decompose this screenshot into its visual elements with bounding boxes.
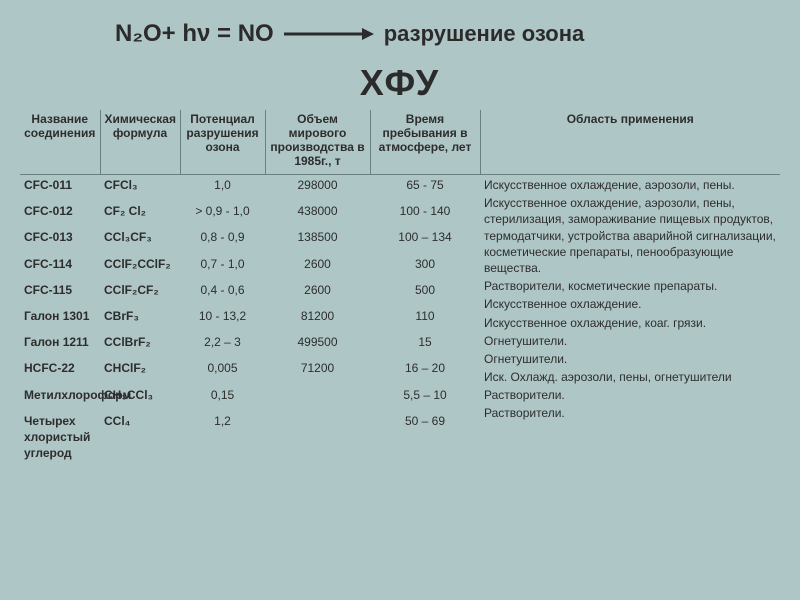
col-formula-header: Химическая формула xyxy=(100,110,180,175)
col-volume-header: Объем мирового производства в 1985г., т xyxy=(265,110,370,175)
lifetime-cell: 110 xyxy=(374,308,476,324)
use-cell: Искусственное охлаждение, аэрозоли, пены… xyxy=(484,177,776,193)
table-body-row: CFC-011 CFC-012 CFC-013 CFC-114 CFC-115 … xyxy=(20,175,780,474)
formula-cell: CClF₂CF₂ xyxy=(104,282,176,298)
col-name-header: Название соединения xyxy=(20,110,100,175)
odp-cell: 2,2 – 3 xyxy=(184,334,261,350)
odp-cell: 1,0 xyxy=(184,177,261,193)
equation-lhs: N₂O+ hν = NO xyxy=(115,20,274,48)
volume-cell: 2600 xyxy=(269,282,366,298)
lifetime-cell: 300 xyxy=(374,256,476,272)
lifetime-cell: 50 – 69 xyxy=(374,413,476,429)
col-lifetime-header: Время пребывания в атмосфере, лет xyxy=(370,110,480,175)
equation-line: N₂O+ hν = NO разрушение озона xyxy=(115,20,584,48)
col-odp-header: Потенциал разрушения озона xyxy=(180,110,265,175)
name-cell: CFC-011 xyxy=(24,177,96,193)
formula-cell: CCl₃CF₃ xyxy=(104,229,176,245)
formula-cell: CH₃CCl₃ xyxy=(104,387,176,403)
name-cell: Метилхлороформ xyxy=(24,387,96,403)
name-cell: CFC-012 xyxy=(24,203,96,219)
formula-cell: CHClF₂ xyxy=(104,360,176,376)
lifetime-cell: 100 – 134 xyxy=(374,229,476,245)
table-header-row: Название соединения Химическая формула П… xyxy=(20,110,780,175)
name-cell: Галон 1301 xyxy=(24,308,96,324)
use-cell: Иск. Охлажд. аэрозоли, пены, огнетушител… xyxy=(484,369,776,385)
arrow-icon xyxy=(284,25,374,43)
volume-cell: 438000 xyxy=(269,203,366,219)
col-use-header: Область применения xyxy=(480,110,780,175)
title: ХФУ xyxy=(0,62,800,104)
lifetime-cell: 100 - 140 xyxy=(374,203,476,219)
lifetime-cell: 5,5 – 10 xyxy=(374,387,476,403)
formula-cell: CBrF₃ xyxy=(104,308,176,324)
use-cell: Растворители. xyxy=(484,387,776,403)
name-cell: HCFC-22 xyxy=(24,360,96,376)
cfc-table: Название соединения Химическая формула П… xyxy=(20,110,780,473)
formula-cell: CF₂ Cl₂ xyxy=(104,203,176,219)
use-cell: Искусственное охлаждение. xyxy=(484,296,776,312)
name-cell: CFC-013 xyxy=(24,229,96,245)
lifetime-cell: 500 xyxy=(374,282,476,298)
use-cell: Растворители. xyxy=(484,405,776,421)
use-cell: Огнетушители. xyxy=(484,333,776,349)
formula-cell: CFCl₃ xyxy=(104,177,176,193)
lifetime-cell: 15 xyxy=(374,334,476,350)
volume-cell: 2600 xyxy=(269,256,366,272)
use-cell: Искусственное охлаждение, коаг. грязи. xyxy=(484,315,776,331)
volume-cell: 138500 xyxy=(269,229,366,245)
odp-cell: 0,8 - 0,9 xyxy=(184,229,261,245)
lifetime-cell: 16 – 20 xyxy=(374,360,476,376)
volume-cell: 499500 xyxy=(269,334,366,350)
odp-cell: 0,4 - 0,6 xyxy=(184,282,261,298)
volume-cell: 71200 xyxy=(269,360,366,376)
odp-cell: 0,7 - 1,0 xyxy=(184,256,261,272)
use-cell: Огнетушители. xyxy=(484,351,776,367)
formula-cell: CCl₄ xyxy=(104,413,176,429)
formula-cell: CClBrF₂ xyxy=(104,334,176,350)
odp-cell: > 0,9 - 1,0 xyxy=(184,203,261,219)
odp-cell: 0,15 xyxy=(184,387,261,403)
name-cell: CFC-115 xyxy=(24,282,96,298)
formula-cell: CClF₂CClF₂ xyxy=(104,256,176,272)
use-cell: Искусственное охлаждение, аэрозоли, пены… xyxy=(484,195,776,276)
use-cell: Растворители, косметические препараты. xyxy=(484,278,776,294)
name-cell: Галон 1211 xyxy=(24,334,96,350)
odp-cell: 0,005 xyxy=(184,360,261,376)
odp-cell: 1,2 xyxy=(184,413,261,429)
odp-cell: 10 - 13,2 xyxy=(184,308,261,324)
volume-cell: 81200 xyxy=(269,308,366,324)
name-cell: Четырех хлористый углерод xyxy=(24,413,96,462)
slide: N₂O+ hν = NO разрушение озона ХФУ Назван… xyxy=(0,0,800,600)
volume-cell: 298000 xyxy=(269,177,366,193)
lifetime-cell: 65 - 75 xyxy=(374,177,476,193)
equation-rhs: разрушение озона xyxy=(384,21,585,47)
name-cell: CFC-114 xyxy=(24,256,96,272)
